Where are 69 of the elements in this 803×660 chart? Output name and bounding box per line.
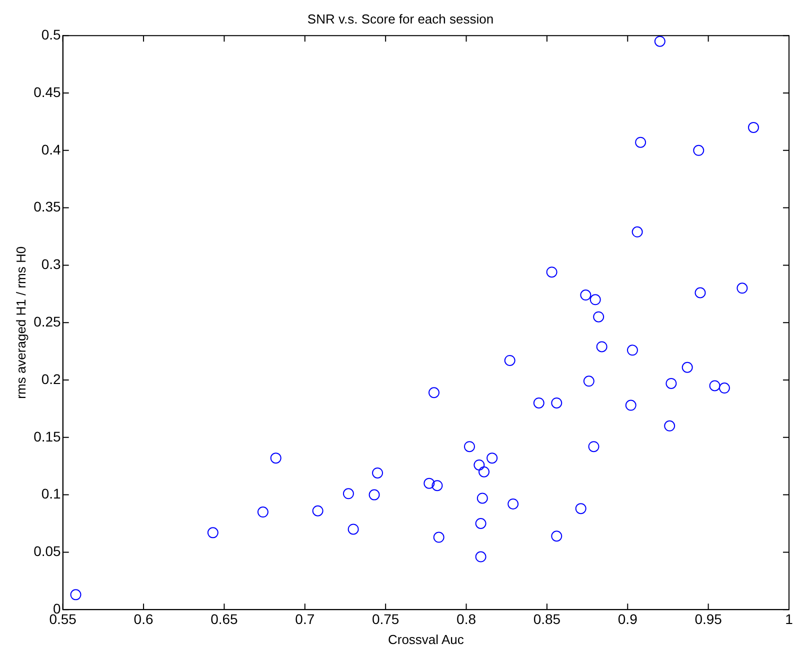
y-tick-label: 0.4 <box>41 141 62 158</box>
point <box>635 136 646 148</box>
point <box>626 344 638 356</box>
point <box>428 387 440 398</box>
point <box>348 524 359 535</box>
point <box>508 498 519 510</box>
y-tick-label: 0.5 <box>41 26 62 42</box>
point <box>257 506 268 518</box>
point <box>486 452 498 464</box>
x-tick-label: 0.95 <box>694 610 722 627</box>
point <box>654 36 666 47</box>
point <box>693 144 704 156</box>
point <box>475 518 486 529</box>
y-tick-label: 0.15 <box>34 428 62 444</box>
chart-title: SNR v.s. Score for each session <box>307 11 494 26</box>
point <box>533 397 544 408</box>
point <box>270 452 282 464</box>
y-axis-title: rms averaged H1 / rms H0 <box>13 246 28 399</box>
x-tick-label: 0.8 <box>456 610 476 627</box>
y-tick-label: 0.05 <box>34 543 62 560</box>
x-tick-label: 0.9 <box>618 610 638 627</box>
point <box>583 376 594 387</box>
point <box>478 466 490 478</box>
point <box>368 489 380 500</box>
point <box>70 589 82 600</box>
y-tick-label: 0.2 <box>41 370 62 387</box>
point <box>424 478 435 489</box>
point <box>372 467 384 478</box>
y-tick-label: 0.1 <box>41 486 62 502</box>
point <box>590 294 601 306</box>
x-tick-label: 0.85 <box>533 610 561 627</box>
point <box>625 400 636 411</box>
point <box>593 311 604 322</box>
y-tick-label: 0.25 <box>34 313 62 330</box>
x-tick-label: 0.65 <box>210 610 238 627</box>
point <box>474 459 485 470</box>
y-tick-label: 0.35 <box>34 198 62 215</box>
x-tick-label: 0.6 <box>134 610 154 627</box>
point <box>342 488 354 500</box>
point <box>551 530 562 542</box>
y-tick-label: 0.3 <box>41 256 62 272</box>
point <box>682 362 693 373</box>
point <box>551 397 562 408</box>
point <box>475 551 486 562</box>
point <box>709 380 720 392</box>
point <box>432 480 443 492</box>
x-tick-label: 0.75 <box>372 610 400 627</box>
x-tick-label: 0.7 <box>295 610 315 627</box>
point <box>666 378 677 389</box>
point <box>476 492 488 504</box>
point <box>580 290 592 301</box>
point <box>312 505 324 516</box>
point <box>736 282 748 294</box>
point <box>433 532 444 543</box>
point <box>207 527 218 538</box>
point <box>596 341 608 352</box>
point <box>546 266 558 278</box>
y-tick-label: 0.45 <box>34 84 62 100</box>
point <box>694 287 706 298</box>
x-axis-title: Crossval Auc <box>388 632 464 647</box>
x-tick-label: 1 <box>785 610 794 627</box>
point <box>504 354 516 366</box>
point <box>664 420 676 432</box>
point <box>632 226 643 238</box>
point <box>718 382 730 394</box>
point <box>575 503 586 514</box>
point <box>748 122 759 133</box>
point <box>464 441 475 452</box>
point <box>588 441 600 452</box>
